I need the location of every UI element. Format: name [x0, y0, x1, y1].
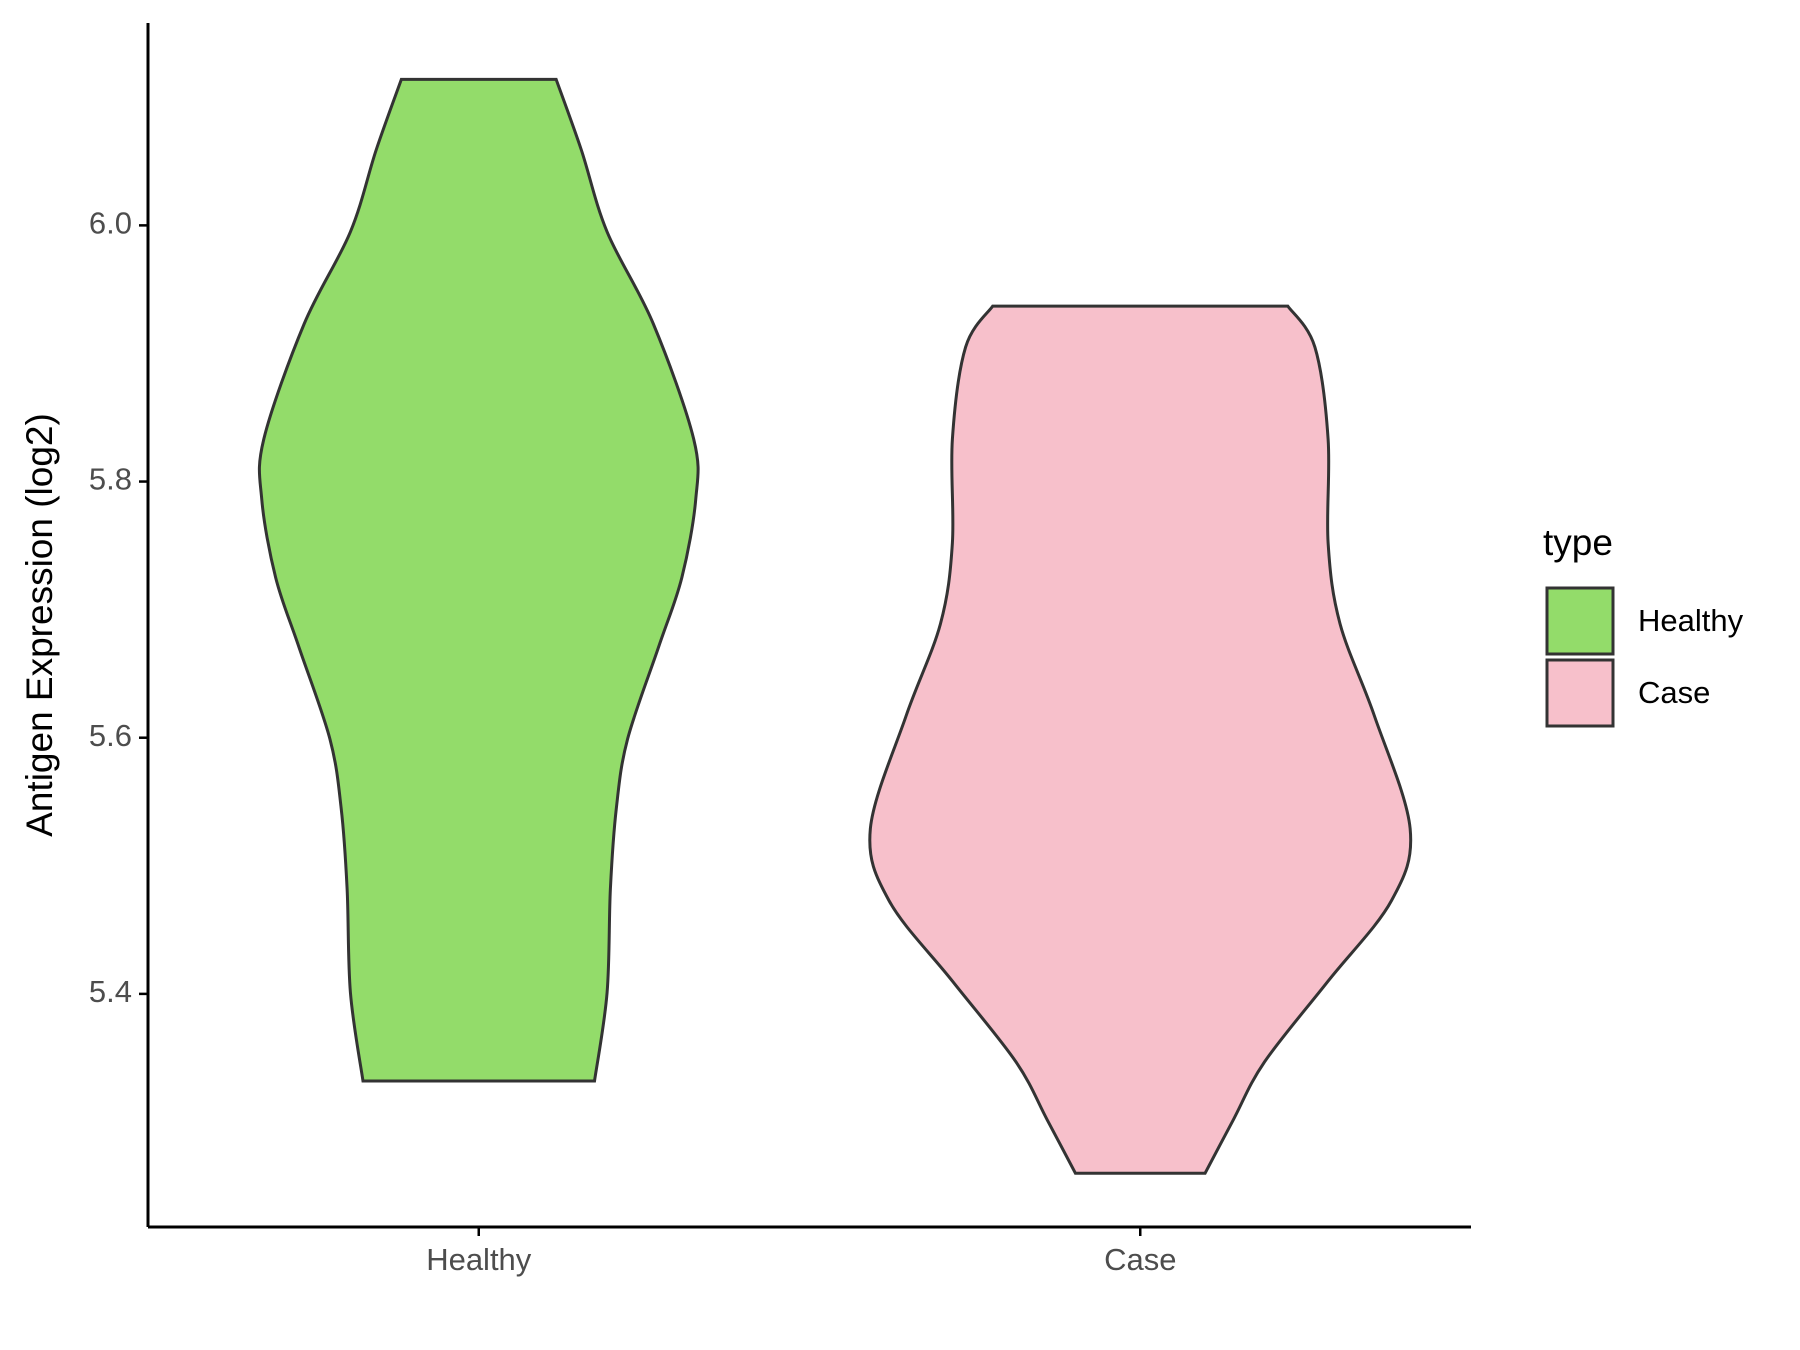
y-tick-label: 5.6 — [89, 718, 132, 753]
violin — [257, 77, 700, 1083]
x-tick-label: Healthy — [426, 1242, 532, 1277]
legend-key — [1545, 586, 1615, 656]
y-axis-title: Antigen Expression (log2) — [19, 413, 60, 837]
y-tick-label: 6.0 — [89, 206, 132, 241]
x-tick-label: Case — [1104, 1242, 1176, 1277]
violin — [868, 304, 1413, 1175]
legend-title: type — [1543, 522, 1613, 563]
legend-label: Healthy — [1638, 603, 1744, 638]
legend-label: Case — [1638, 675, 1710, 710]
y-tick-label: 5.4 — [89, 974, 132, 1009]
legend-key — [1545, 658, 1615, 728]
y-tick-label: 5.8 — [89, 462, 132, 497]
